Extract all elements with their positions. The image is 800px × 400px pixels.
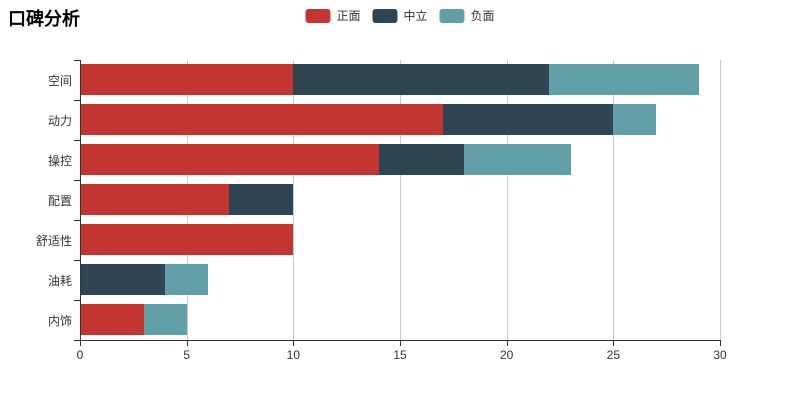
x-axis-tick-label: 15 [393,348,407,362]
y-axis-tick [74,300,80,301]
y-axis-tick [74,60,80,61]
bar-segment-正面[interactable] [80,104,443,135]
bar-row-舒适性 [80,220,720,260]
legend-label: 负面 [470,9,495,23]
plot-area [80,60,721,340]
x-axis-tick [400,341,401,346]
y-axis-label: 内饰 [47,313,72,328]
legend-swatch-icon [372,8,398,23]
x-axis-tick [613,341,615,346]
bar-segment-负面[interactable] [144,304,187,335]
gridline [720,60,721,340]
x-axis-tick [506,341,508,346]
bar-segment-正面[interactable] [80,184,230,215]
y-axis-tick [74,140,80,141]
x-axis-tick-label: 5 [183,348,190,362]
bar-row-操控 [80,140,720,180]
gridline [400,60,401,340]
legend-label: 中立 [403,9,428,23]
y-axis-tick [74,100,80,101]
bar-segment-负面[interactable] [165,264,208,295]
bar-segment-正面[interactable] [80,144,379,175]
gridline [613,60,615,340]
x-axis-tick [80,341,81,346]
x-axis-tick [720,341,721,346]
bar-segment-中立[interactable] [293,64,550,95]
bar-segment-正面[interactable] [80,64,294,95]
bar-segment-负面[interactable] [549,64,699,95]
gridline [506,60,508,340]
y-axis-label: 舒适性 [35,233,72,248]
y-axis-line [80,60,81,341]
bar-row-动力 [80,100,720,140]
chart-legend: 正面 中立 负面 [305,7,495,24]
legend-item-1[interactable]: 正面 [305,7,360,24]
x-axis-tick-label: 0 [76,348,84,362]
y-axis-label: 空间 [47,73,72,88]
bar-segment-正面[interactable] [80,304,144,335]
y-axis-tick [74,220,80,221]
x-axis-tick-label: 30 [713,348,727,362]
legend-label: 正面 [336,9,361,23]
chart-title: 口碑分析 [8,9,80,29]
legend-item-2[interactable]: 中立 [372,7,428,24]
legend-item-3[interactable]: 负面 [439,7,495,24]
bar-row-油耗 [80,260,720,300]
y-axis-label: 动力 [47,113,72,128]
y-axis-label: 操控 [47,153,72,168]
y-axis-tick [74,260,80,261]
x-axis-tick [186,341,188,346]
bar-segment-正面[interactable] [80,224,294,255]
bar-segment-负面[interactable] [464,144,571,175]
bar-segment-中立[interactable] [442,104,614,135]
bar-row-空间 [80,60,720,100]
bar-segment-负面[interactable] [613,104,656,135]
x-axis-tick-label: 20 [499,348,514,362]
y-axis-tick [74,340,80,341]
x-axis-tick-label: 10 [286,348,300,362]
y-axis-tick [74,180,80,181]
bar-segment-中立[interactable] [229,184,294,215]
bar-row-内饰 [80,300,720,340]
legend-swatch-icon [439,8,465,23]
bar-row-配置 [80,180,720,220]
y-axis-label: 配置 [47,193,72,208]
x-axis-tick-label: 25 [606,348,620,362]
y-axis-label: 油耗 [47,273,72,288]
bar-segment-中立[interactable] [80,264,166,295]
bar-segment-中立[interactable] [378,144,464,175]
legend-swatch-icon [305,8,331,23]
gridline [293,60,295,340]
x-axis-line [80,340,721,341]
x-axis-tick [293,341,295,346]
